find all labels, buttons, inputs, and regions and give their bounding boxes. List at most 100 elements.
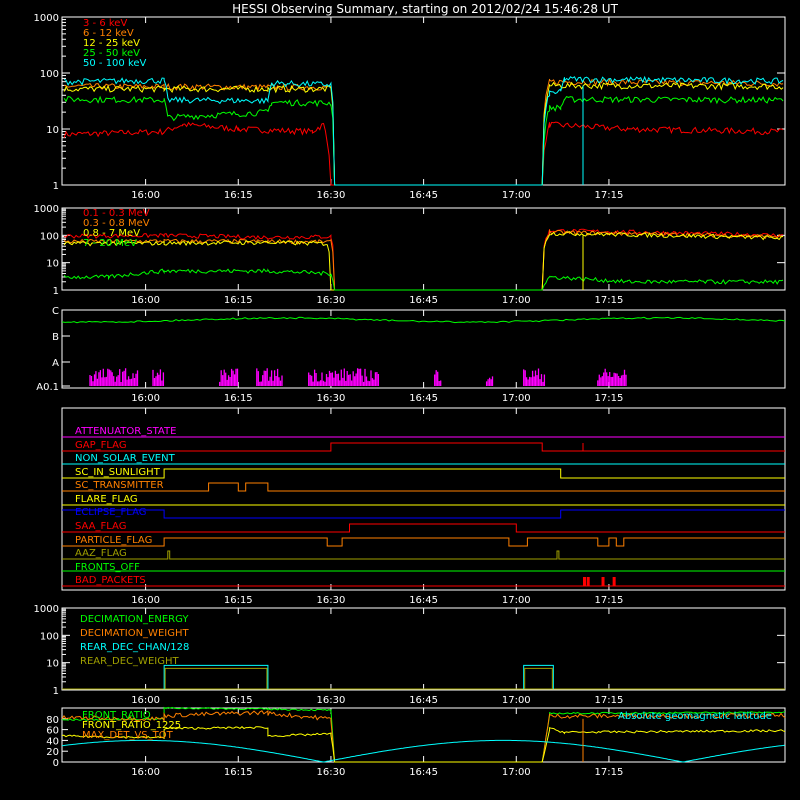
y-tick-label: B	[52, 332, 59, 343]
y-tick-label: 1000	[34, 604, 59, 615]
x-tick-label: 17:00	[502, 767, 531, 778]
x-tick-label: 16:15	[224, 295, 253, 306]
y-tick-label: C	[52, 306, 59, 317]
flag-label: SC_TRANSMITTER	[75, 480, 164, 491]
x-tick-label: 17:00	[502, 190, 531, 201]
x-tick-label: 16:15	[224, 767, 253, 778]
y-tick-label: 10	[46, 259, 59, 270]
y-tick-label: 1000	[34, 204, 59, 215]
y-tick-label: 0	[53, 758, 59, 769]
y-tick-label: 10	[46, 659, 59, 670]
x-tick-label: 16:00	[131, 393, 160, 404]
legend-entry: DECIMATION_ENERGY	[80, 614, 189, 625]
legend-entry: FRONT_RATIO_1225	[82, 720, 181, 731]
flag-label: AAZ_FLAG	[75, 548, 127, 559]
flag-label: SAA_FLAG	[75, 521, 126, 532]
x-tick-label: 16:30	[317, 695, 346, 706]
flag-label: ECLIPSE_FLAG	[75, 507, 146, 518]
y-tick-label: A	[52, 358, 59, 369]
x-tick-label: 17:00	[502, 695, 531, 706]
x-tick-label: 16:00	[131, 595, 160, 606]
x-tick-label: 16:45	[409, 595, 438, 606]
bad-packet-mark	[586, 577, 590, 586]
x-tick-label: 16:30	[317, 767, 346, 778]
y-tick-label: 40	[46, 736, 59, 747]
flag-line	[62, 523, 785, 533]
x-tick-label: 17:15	[595, 190, 624, 201]
legend-entry: REAR_DEC_CHAN/128	[80, 642, 189, 653]
legend-entry: DECIMATION_WEIGHT	[80, 628, 189, 639]
legend-entry: 6 - 12 keV	[83, 28, 134, 39]
flag-label: BAD_PACKETS	[75, 575, 146, 586]
y-tick-label: 20	[46, 747, 59, 758]
x-tick-label: 17:15	[595, 767, 624, 778]
flag-line	[62, 509, 785, 519]
rear-dec-weight-step	[524, 667, 553, 689]
y-tick-label: 1	[53, 686, 59, 697]
rear-dec-chan-step	[523, 664, 554, 689]
flag-line	[62, 442, 785, 452]
series-line-cyan	[63, 75, 784, 186]
x-tick-label: 16:30	[317, 295, 346, 306]
bad-packet-mark	[582, 577, 586, 586]
legend-entry: 3 - 6 keV	[83, 18, 127, 29]
x-tick-label: 16:00	[131, 695, 160, 706]
y-tick-label: A0.1	[36, 382, 59, 393]
x-tick-label: 16:45	[409, 767, 438, 778]
x-tick-label: 17:00	[502, 295, 531, 306]
legend-entry: MAX_DET_VS_TOT	[82, 730, 174, 741]
flag-line	[62, 537, 785, 547]
legend-entry: 0.8 - 7 MeV	[83, 228, 140, 239]
x-tick-label: 16:15	[224, 595, 253, 606]
front-ratio-1225-line	[61, 726, 786, 763]
flag-label: NON_SOLAR_EVENT	[75, 453, 176, 464]
x-tick-label: 17:00	[502, 595, 531, 606]
geomagnetic-latitude-line	[61, 739, 785, 763]
flag-line	[62, 482, 785, 492]
chart-title: HESSI Observing Summary, starting on 201…	[232, 2, 618, 16]
legend-entry: 0.3 - 0.8 MeV	[83, 218, 150, 229]
y-tick-label: 1000	[34, 13, 59, 24]
x-tick-label: 17:15	[595, 295, 624, 306]
y-tick-label: 1	[53, 286, 59, 297]
y-tick-label: 10	[46, 125, 59, 136]
y-tick-label: 100	[40, 231, 59, 242]
legend-entry: Absolute geomagnetic latitude	[618, 711, 772, 722]
panel-1-frame	[61, 207, 786, 291]
x-tick-label: 16:30	[317, 595, 346, 606]
x-tick-label: 16:15	[224, 190, 253, 201]
x-tick-label: 16:15	[224, 393, 253, 404]
y-tick-label: 100	[40, 69, 59, 80]
flag-label: FRONTS_OFF	[75, 562, 140, 573]
legend-entry: FRONT_RATIO	[82, 710, 151, 721]
x-tick-label: 16:00	[131, 295, 160, 306]
flag-label: SC_IN_SUNLIGHT	[75, 467, 161, 478]
legend-entry: 50 - 100 keV	[83, 58, 147, 69]
x-tick-label: 17:15	[595, 695, 624, 706]
x-tick-label: 17:15	[595, 595, 624, 606]
legend-entry: 0.1 - 0.3 MeV	[83, 208, 150, 219]
x-tick-label: 17:00	[502, 393, 531, 404]
x-tick-label: 16:45	[409, 695, 438, 706]
series-line-green	[63, 95, 784, 186]
y-tick-label: 1	[53, 181, 59, 192]
bad-packet-mark	[601, 577, 605, 586]
flag-label: FLARE_FLAG	[75, 494, 138, 505]
goes-short-bars	[89, 368, 627, 386]
legend-entry: REAR_DEC_WEIGHT	[80, 656, 179, 667]
x-tick-label: 16:30	[317, 393, 346, 404]
flag-line	[62, 468, 785, 479]
bad-packet-mark	[612, 577, 616, 586]
x-tick-label: 16:45	[409, 295, 438, 306]
flag-line	[62, 550, 785, 560]
series-line-green	[63, 268, 784, 291]
series-line-orange	[63, 77, 784, 186]
x-tick-label: 16:30	[317, 190, 346, 201]
rear-dec-chan-step	[163, 664, 269, 689]
series-line-red	[63, 121, 784, 186]
x-tick-label: 16:00	[131, 190, 160, 201]
legend-entry: 12 - 25 keV	[83, 38, 140, 49]
x-tick-label: 16:45	[409, 190, 438, 201]
x-tick-label: 16:45	[409, 393, 438, 404]
